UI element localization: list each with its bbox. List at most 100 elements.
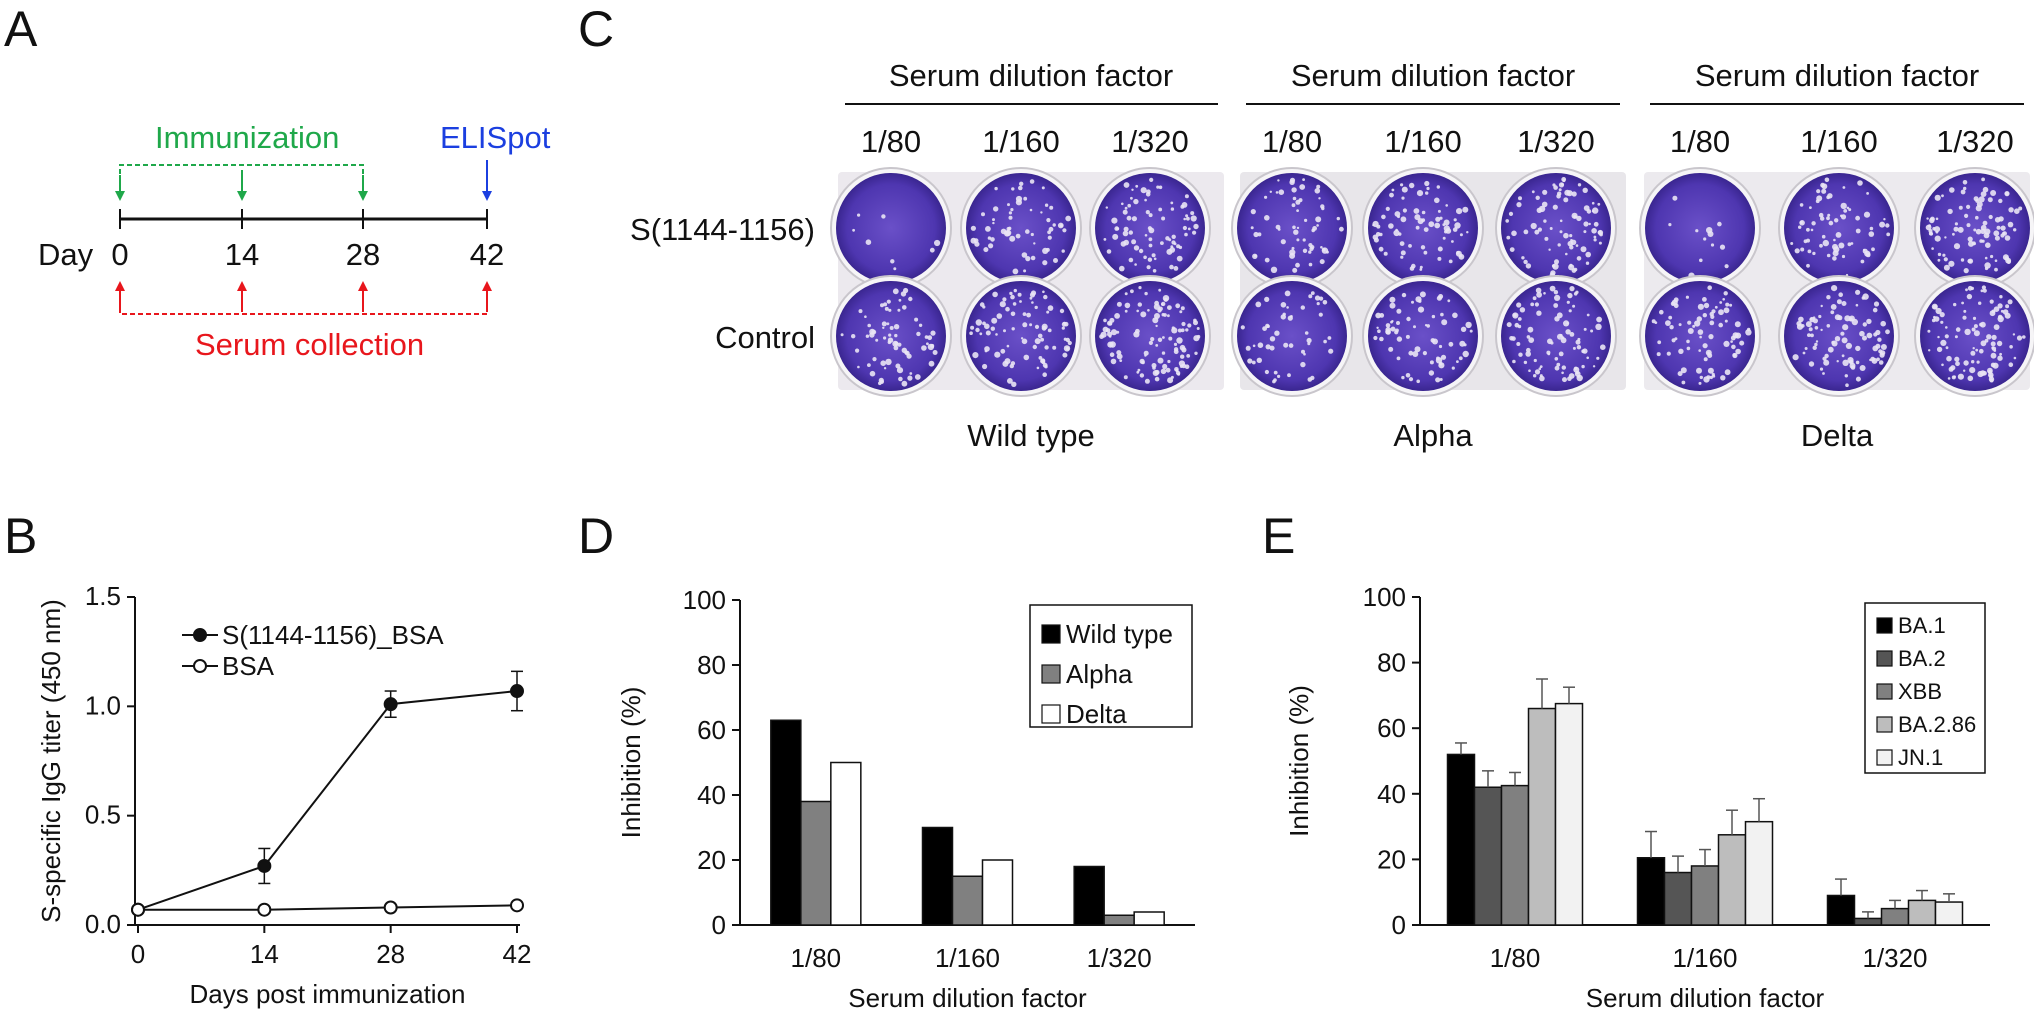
plaque bbox=[1855, 376, 1861, 382]
plaque bbox=[1993, 306, 2000, 313]
plaque bbox=[1706, 375, 1711, 380]
plaque bbox=[1422, 351, 1427, 356]
plaque bbox=[882, 326, 885, 329]
plaque bbox=[1022, 312, 1027, 316]
plaque bbox=[1162, 363, 1168, 370]
plaque bbox=[1702, 343, 1708, 349]
dilution-label: 1/80 bbox=[1262, 124, 1322, 159]
plaque bbox=[1424, 324, 1428, 327]
plaque bbox=[1885, 223, 1890, 228]
plaque bbox=[1103, 318, 1107, 323]
plaque bbox=[1168, 238, 1172, 242]
plaque bbox=[1980, 340, 1987, 347]
plaque bbox=[1724, 264, 1729, 269]
plaque bbox=[1656, 352, 1661, 357]
plaque bbox=[884, 306, 889, 311]
legend-marker bbox=[193, 659, 207, 673]
plaque bbox=[864, 315, 867, 319]
plaque bbox=[1002, 297, 1007, 302]
plaque bbox=[1431, 314, 1436, 319]
plaque bbox=[892, 340, 899, 347]
plaque bbox=[1137, 368, 1141, 372]
plaque bbox=[1933, 315, 1936, 319]
plaque bbox=[2005, 304, 2010, 309]
plaque bbox=[970, 325, 975, 330]
plaque bbox=[1563, 197, 1569, 203]
plaque bbox=[1161, 351, 1166, 355]
plaque bbox=[1834, 314, 1841, 321]
plaque bbox=[2006, 259, 2012, 264]
plaque bbox=[1526, 335, 1531, 339]
plaque bbox=[1946, 355, 1952, 362]
plaque bbox=[1112, 233, 1119, 240]
plaque bbox=[890, 259, 895, 264]
plaque bbox=[2007, 299, 2013, 305]
plaque bbox=[1812, 345, 1817, 350]
plaque bbox=[1320, 246, 1323, 249]
plaque bbox=[992, 218, 995, 222]
plaque bbox=[1302, 178, 1305, 182]
plaque bbox=[1394, 330, 1399, 335]
plaque bbox=[1116, 330, 1120, 334]
plaque bbox=[1826, 253, 1831, 258]
plaque bbox=[1041, 323, 1048, 330]
plaque bbox=[1835, 232, 1842, 238]
x-tick-label: 1/320 bbox=[1087, 943, 1152, 973]
plaque bbox=[1516, 342, 1521, 346]
plaque bbox=[1517, 317, 1522, 321]
plaque bbox=[883, 367, 887, 370]
plaque bbox=[1696, 367, 1702, 374]
plaque bbox=[1133, 198, 1139, 205]
plaque bbox=[1860, 259, 1865, 264]
plaque bbox=[1133, 245, 1140, 251]
culture-well bbox=[1501, 281, 1611, 391]
plaque bbox=[1447, 299, 1451, 303]
bar bbox=[1690, 865, 1720, 926]
plaque bbox=[1155, 344, 1159, 347]
plaque bbox=[1339, 226, 1344, 232]
plaque bbox=[1179, 364, 1184, 368]
plaque bbox=[1838, 292, 1843, 298]
plaque bbox=[1047, 235, 1052, 240]
plaque bbox=[1807, 333, 1811, 337]
plaque bbox=[1850, 365, 1856, 370]
culture-well bbox=[1784, 281, 1894, 391]
plaque bbox=[1530, 222, 1537, 230]
plaque bbox=[1799, 221, 1803, 224]
plaque bbox=[984, 346, 990, 352]
plaque bbox=[1948, 366, 1954, 372]
plaque bbox=[1100, 331, 1107, 338]
plaque bbox=[1855, 345, 1861, 352]
plaque bbox=[1539, 365, 1543, 368]
plaque bbox=[1131, 188, 1134, 191]
plaque bbox=[1408, 244, 1412, 248]
plaque bbox=[1272, 379, 1276, 384]
plaque bbox=[1442, 236, 1446, 240]
plaque bbox=[1932, 227, 1936, 231]
plaque bbox=[1316, 224, 1319, 227]
plaque bbox=[1687, 320, 1692, 325]
plaque bbox=[1927, 329, 1931, 333]
plaque bbox=[1972, 316, 1977, 320]
plaque bbox=[1047, 328, 1052, 333]
plaque bbox=[1029, 208, 1033, 212]
plaque bbox=[1006, 344, 1010, 348]
plaque bbox=[1396, 308, 1402, 314]
plaque bbox=[1980, 289, 1984, 293]
plaque bbox=[1799, 203, 1804, 207]
panel-letter-e: E bbox=[1262, 508, 1295, 564]
plaque bbox=[1830, 304, 1837, 310]
plaque bbox=[1030, 290, 1037, 296]
plaque bbox=[992, 221, 995, 225]
plaque bbox=[1954, 335, 1958, 339]
plaque bbox=[1822, 239, 1830, 247]
plaque bbox=[1109, 317, 1115, 323]
plaque bbox=[1005, 229, 1012, 237]
bar bbox=[1826, 894, 1856, 926]
plaque bbox=[888, 308, 892, 312]
plaque bbox=[2013, 228, 2017, 232]
plaque bbox=[1440, 354, 1447, 360]
plaque bbox=[975, 319, 982, 326]
plaque bbox=[1537, 227, 1542, 232]
plaque bbox=[1269, 336, 1276, 342]
